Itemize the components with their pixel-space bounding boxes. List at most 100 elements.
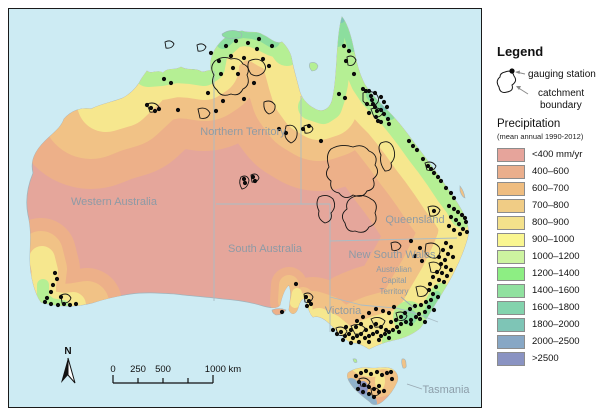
gauging-station-dot [372,90,378,96]
legend-swatch [497,232,525,247]
gauging-station-dot [348,327,354,333]
legend-swatch [497,164,525,179]
gauging-station-dot [366,88,372,94]
precipitation-heading: Precipitation [497,118,561,130]
legend-swatch [497,198,525,213]
gauging-station-dot [408,238,414,244]
catchment-outline [342,194,377,233]
gauging-station-dot [208,50,214,56]
legend-class-row: >2500 [497,350,600,367]
gauging-station-dot [448,214,454,220]
gauging-station-dot [430,274,436,280]
catchment-outline [316,194,336,224]
gauging-station-dot [373,114,379,120]
gauging-station-dot [384,370,390,376]
gauging-station-dot [58,294,64,300]
gauging-station-dot [152,108,158,114]
gauging-station-dot [330,327,336,333]
gauging-station-dot [435,294,441,300]
legend-class-row: 1400–1600 [497,282,600,299]
gauging-station-dot [354,318,360,324]
gauging-station-dot [412,253,418,259]
gauging-station-dot [453,217,459,223]
gauging-station-dot [442,257,448,263]
legend-catchment-label-1: catchment [538,88,584,99]
legend-swatch [497,215,525,230]
gauging-station-dot [318,138,324,144]
legend-swatch [497,283,525,298]
gauging-station-dot [388,369,394,375]
catchment-outline [196,43,207,52]
gauging-station-dot [61,301,67,307]
gauging-station-dot [371,394,377,400]
gauging-station-dot [366,110,372,116]
gauging-station-dot [342,95,348,101]
gauging-station-dot [341,43,347,49]
gauging-station-dot [175,107,181,113]
catchment-outline [239,175,250,190]
gauging-station-dot [386,335,392,341]
gauging-station-dot [369,97,375,103]
catchment-outline [378,141,396,172]
gauging-station-dot [371,386,377,392]
gauging-station-dot [363,368,369,374]
gauging-station-dot [346,331,352,337]
legend-class-label: 900–1000 [532,234,575,245]
legend-class-label: 1200–1400 [532,268,580,279]
gauging-station-dot [242,180,248,186]
gauging-station-dot [427,281,433,287]
act-leader-line [400,296,415,309]
gauging-station-dot [54,276,60,282]
gauging-station-dot [346,48,352,54]
gauging-station-dot [462,215,468,221]
gauging-station-dot [456,221,462,227]
gauging-station-dot [396,329,402,335]
legend-class-label: 1800–2000 [532,319,580,330]
gauging-station-dot [422,309,428,315]
gauging-station-dot [422,319,428,325]
gauging-station-dot [279,309,285,315]
legend-title: Legend [497,44,544,59]
gauging-station-dot [368,93,374,99]
catchment-outline [390,241,402,251]
legend-class-row: 1200–1400 [497,265,600,282]
state-label: Northern Territory [200,126,286,138]
gauging-station-dot [382,331,388,337]
gauging-station-dot [336,91,342,97]
gauging-station-dot [300,126,306,132]
gauging-station-dot [252,178,258,184]
state-borders [213,71,458,332]
gauging-station-dot [235,71,241,77]
legend-class-label: 1600–1800 [532,302,580,313]
gauging-station-dot [303,294,309,300]
gauging-station-dot [457,231,463,237]
gauging-station-dot [394,324,400,330]
gauging-station-dot [370,101,376,107]
gauging-station-dot [223,43,229,49]
gauging-station-dot [360,314,366,320]
legend-class-row: 700–800 [497,197,600,214]
catchment-outline [211,56,249,96]
gauging-station-dot [351,71,357,77]
catchment-outline [428,261,442,273]
svg-text:Territory: Territory [380,287,409,296]
islands [221,30,466,369]
gauging-station-dot [383,327,389,333]
legend-class-label: <400 mm/yr [532,149,583,160]
catchment-outline [263,100,276,115]
gauging-station-dot [463,219,469,225]
legend-class-label: 400–600 [532,166,569,177]
gauging-station-dot [366,339,372,345]
legend-class-label: 700–800 [532,200,569,211]
gauging-station-dot [444,273,450,279]
gauging-station-dot [220,98,226,104]
gauging-station-dot [428,297,434,303]
gauging-station-dot [250,174,256,180]
gauging-station-dot [455,209,461,215]
state-label: Queensland [385,214,444,226]
gauging-station-dot [338,329,344,335]
gauging-station-dot [254,46,260,52]
legend-station-icon [509,68,515,74]
gauging-station-dot [360,389,366,395]
gauging-station-dot [441,279,447,285]
